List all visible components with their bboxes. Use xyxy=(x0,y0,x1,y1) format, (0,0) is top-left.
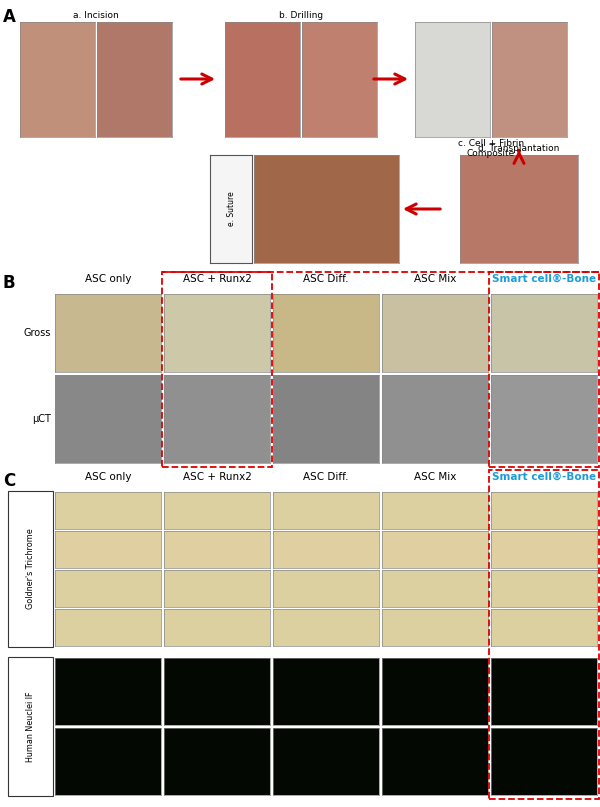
Text: ASC Mix: ASC Mix xyxy=(414,274,456,284)
Text: ASC Diff.: ASC Diff. xyxy=(303,472,349,482)
Text: ASC + Runx2: ASC + Runx2 xyxy=(182,274,251,284)
Text: d. Transplantation: d. Transplantation xyxy=(478,144,560,153)
Text: ASC Mix: ASC Mix xyxy=(414,472,456,482)
Text: Goldner's Trichrome: Goldner's Trichrome xyxy=(26,529,35,609)
Text: ASC only: ASC only xyxy=(85,472,131,482)
Text: ASC + Runx2: ASC + Runx2 xyxy=(182,472,251,482)
Text: Smart cell®-Bone: Smart cell®-Bone xyxy=(492,472,596,482)
Text: c. Cell + Fibrin
Composite: c. Cell + Fibrin Composite xyxy=(458,139,524,158)
Text: C: C xyxy=(3,472,15,490)
Text: A: A xyxy=(3,8,16,26)
Text: b. Drilling: b. Drilling xyxy=(279,11,323,20)
Text: Human Neuclei IF: Human Neuclei IF xyxy=(26,692,35,762)
Text: Smart cell®-Bone: Smart cell®-Bone xyxy=(492,274,596,284)
Text: ASC Diff.: ASC Diff. xyxy=(303,274,349,284)
Text: Gross: Gross xyxy=(23,328,51,338)
Text: ASC only: ASC only xyxy=(85,274,131,284)
Text: μCT: μCT xyxy=(32,414,51,424)
Text: e. Suture: e. Suture xyxy=(227,191,235,227)
Text: a. Incision: a. Incision xyxy=(73,11,119,20)
Text: B: B xyxy=(3,274,16,292)
